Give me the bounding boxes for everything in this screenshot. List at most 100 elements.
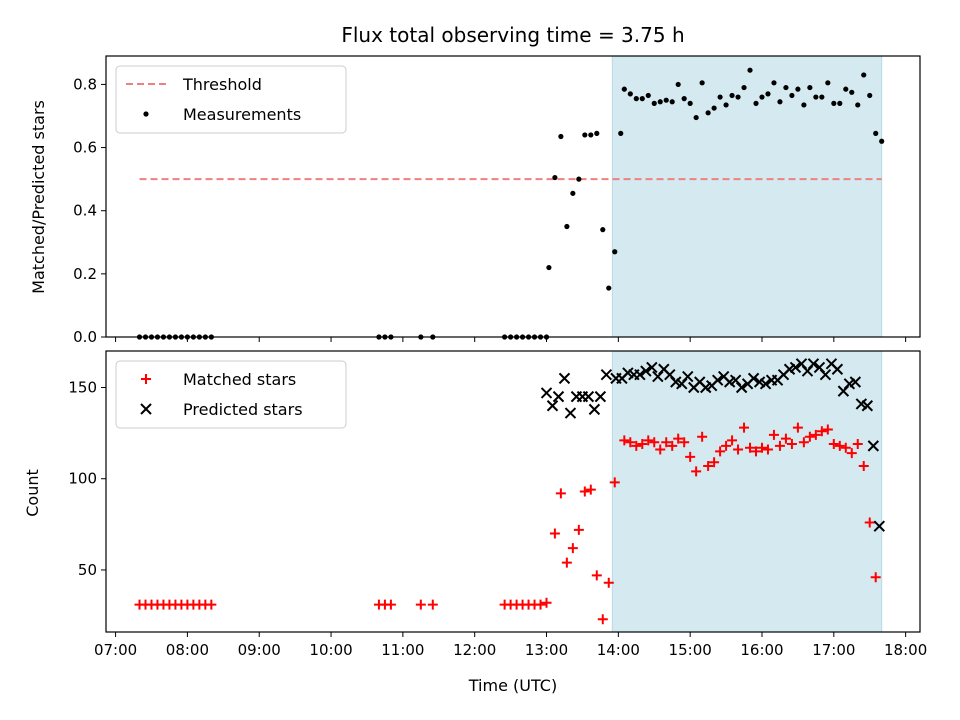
measurement-point: [729, 92, 735, 99]
x-tick-label: 16:00: [740, 641, 783, 659]
matched-star-point: [816, 426, 827, 437]
predicted-star-point: [711, 374, 724, 386]
matched-star-point: [579, 486, 590, 497]
x-tick-label: 17:00: [812, 641, 855, 659]
measurement-point: [552, 174, 558, 181]
predicted-star-point: [582, 390, 595, 403]
matched-star-point: [751, 446, 762, 457]
measurement-point: [771, 80, 777, 86]
matched-star-point: [739, 422, 750, 433]
measurement-point: [621, 86, 627, 92]
x-tick-label: 13:00: [525, 641, 568, 659]
matched-star-point: [573, 524, 584, 535]
matched-star-point: [685, 451, 696, 462]
matched-star-point: [567, 543, 578, 554]
predicted-star-point: [594, 390, 607, 403]
matched-star-point: [691, 466, 702, 477]
measurement-point: [837, 100, 843, 106]
matched-star-point: [385, 599, 396, 610]
measurement-point: [558, 133, 564, 140]
measurement-point: [663, 97, 669, 103]
measurement-point: [693, 114, 699, 121]
measurement-point: [801, 102, 807, 108]
matched-star-point: [715, 446, 726, 457]
matched-star-point: [804, 431, 815, 442]
predicted-star-point: [861, 400, 874, 412]
x-tick-label: 12:00: [453, 641, 496, 659]
measurement-point: [765, 91, 771, 97]
y-tick-label: 150: [68, 378, 97, 396]
matched-star-point: [858, 460, 869, 471]
legend-plus-marker: [141, 374, 151, 384]
observing-window-band: [612, 351, 882, 632]
matched-star-point: [661, 437, 672, 448]
predicted-star-point: [558, 372, 571, 385]
legend-dot-marker: [143, 111, 149, 117]
matched-star-point: [697, 431, 708, 442]
predicted-star-point: [873, 520, 886, 532]
predicted-star-point: [789, 361, 802, 374]
predicted-star-point: [640, 365, 652, 377]
matched-star-point: [637, 439, 648, 450]
matched-star-point: [427, 599, 438, 610]
measurement-point: [588, 132, 594, 138]
matched-star-point: [780, 433, 791, 444]
matched-star-point: [625, 437, 636, 448]
measurement-point: [873, 130, 879, 136]
measurement-point: [783, 84, 789, 91]
measurement-point: [681, 96, 687, 102]
predicted-star-point: [735, 381, 748, 394]
measurement-point: [627, 91, 633, 97]
matched-star-point: [798, 437, 809, 448]
matched-star-point: [864, 517, 875, 528]
measurement-point: [582, 132, 588, 138]
predicted-star-point: [564, 407, 577, 419]
chart-title: Flux total observing time = 3.75 h: [341, 23, 684, 47]
measurement-point: [879, 138, 885, 144]
measurement-point: [723, 102, 729, 108]
matched-star-point: [679, 437, 690, 448]
y-tick-label: 50: [78, 561, 97, 579]
predicted-star-point: [747, 372, 760, 385]
y-tick-label: 0.4: [73, 202, 97, 220]
predicted-star-point: [546, 400, 559, 412]
predicted-star-point: [540, 387, 553, 399]
x-axis-label: Time (UTC): [468, 676, 557, 695]
legend: Threshold Measurements: [115, 65, 347, 134]
matched-star-point: [655, 444, 666, 455]
predicted-star-point: [807, 358, 820, 370]
measurement-point: [705, 110, 711, 116]
matched-star-point: [535, 599, 546, 610]
measurement-point: [717, 94, 723, 100]
matched-star-point: [810, 429, 821, 440]
measurement-point: [759, 94, 765, 100]
predicted-star-point: [849, 376, 862, 388]
y-tick-label: 100: [68, 470, 97, 488]
legend: Matched stars Predicted stars: [115, 360, 347, 429]
matched-star-point: [609, 477, 620, 488]
predicted-star-point: [634, 369, 646, 381]
measurement-point: [849, 89, 855, 95]
x-tick-label: 14:00: [597, 641, 640, 659]
observing-window-band: [612, 56, 882, 337]
matched-star-point: [549, 528, 560, 539]
measurement-point: [819, 94, 825, 100]
matched-star-point: [555, 488, 566, 499]
measurement-point: [612, 249, 618, 255]
matched-star-point: [619, 435, 630, 446]
measurement-point: [753, 100, 759, 106]
measurement-point: [687, 100, 693, 106]
matched-star-point: [649, 437, 660, 448]
matched-star-point: [703, 460, 714, 471]
matched-star-point: [834, 440, 845, 451]
measurement-point: [675, 81, 681, 88]
measurement-point: [741, 84, 747, 91]
legend-label: Threshold: [182, 75, 262, 94]
count-plot: 50 100 150 07:00 08:00 09:00 10:00 11:00 12:00 13…: [68, 350, 927, 659]
matched-star-point: [792, 422, 803, 433]
plot-frame: [105, 350, 921, 633]
measurement-point: [546, 264, 552, 271]
measurement-point: [831, 100, 837, 106]
measurement-point: [747, 67, 753, 73]
measurement-point: [789, 92, 795, 99]
